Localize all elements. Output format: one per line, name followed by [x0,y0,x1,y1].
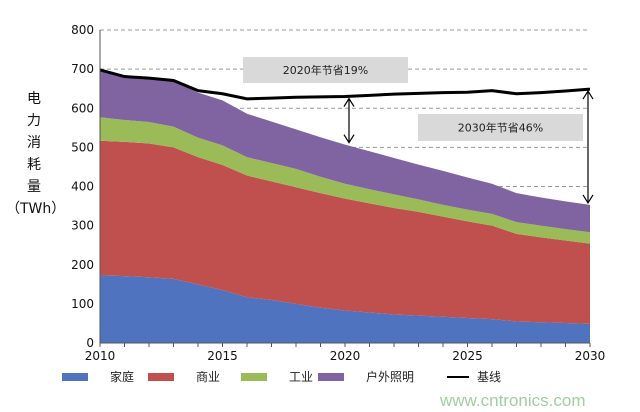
legend-item-industrial: 工业 [241,370,313,384]
arrow-head [582,194,594,205]
area-商业 [100,140,590,324]
legend-label: 基线 [477,370,502,384]
y-tick-label: 0 [86,336,94,350]
legend-item-baseline: 基线 [447,370,501,384]
legend-label: 家庭 [110,370,135,384]
x-tick-label: 2010 [85,349,116,363]
legend-swatch [447,376,469,378]
ylabel-char: 耗 [27,157,41,173]
ylabel-char: 量 [27,179,41,195]
legend-item-commercial: 商业 [148,370,220,384]
area-工业 [100,117,590,244]
legend: 家庭 商业 工业 户外照明 基线 [0,370,640,386]
legend-label: 商业 [196,370,221,384]
ylabel-char: 电 [27,91,41,107]
y-tick-label: 500 [71,140,94,154]
y-tick-label: 100 [71,297,94,311]
area-家庭 [100,275,590,343]
legend-swatch [318,373,344,381]
legend-swatch [62,373,88,381]
x-tick-label: 2030 [575,349,606,363]
area-户外照明 [100,69,590,233]
legend-swatch [241,373,267,381]
y-tick-label: 400 [71,180,94,194]
x-tick-label: 2025 [452,349,483,363]
arrow-head [582,89,594,100]
x-tick-label: 2020 [330,349,361,363]
annotation-box [418,114,583,141]
x-tick-label: 2015 [207,349,238,363]
arrow-head [343,97,355,107]
y-tick-label: 200 [71,258,94,272]
watermark: www.cntronics.com [440,391,586,410]
legend-item-household: 家庭 [62,370,134,384]
annotation-text: 2020年节省19% [283,63,368,77]
y-tick-label: 700 [71,62,94,76]
y-axis-label: 电 力 消 耗 量 （TWh） [6,88,65,220]
y-tick-label: 600 [71,101,94,115]
arrow-head [343,134,355,144]
legend-label: 户外照明 [366,370,415,384]
annotation-box [243,57,408,83]
legend-label: 工业 [289,370,314,384]
legend-item-outdoor-lighting: 户外照明 [318,370,414,384]
ylabel-char: 消 [27,135,41,151]
y-tick-label: 800 [71,23,94,37]
baseline-line [99,68,591,101]
legend-swatch [148,373,174,381]
annotation-text: 2030年节省46% [458,121,543,135]
ylabel-char: （TWh） [6,201,66,217]
ylabel-char: 力 [27,113,41,129]
y-tick-label: 300 [71,219,94,233]
